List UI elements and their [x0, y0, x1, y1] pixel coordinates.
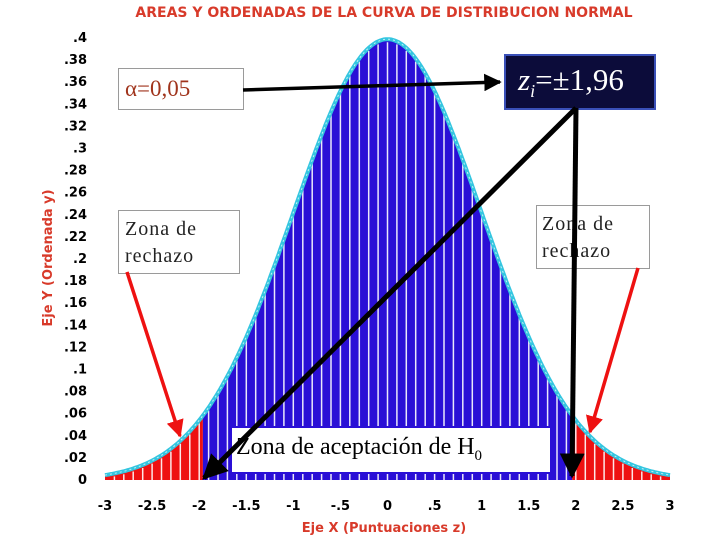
y-tick-label: 0 — [78, 473, 87, 488]
left-rejection-area — [105, 415, 203, 480]
x-tick-label: -2.5 — [138, 499, 166, 514]
y-tick-label: .32 — [64, 119, 87, 134]
y-tick-label: .26 — [64, 186, 87, 201]
y-tick-label: .04 — [64, 429, 87, 444]
right-rejection-area — [572, 415, 670, 480]
alpha-label: α=0,05 — [125, 76, 191, 101]
y-tick-label: .28 — [64, 164, 87, 179]
chart-title: AREAS Y ORDENADAS DE LA CURVA DE DISTRIB… — [135, 5, 632, 21]
right-rejection-line1: Zona de — [542, 213, 614, 235]
y-tick-label: .06 — [64, 407, 87, 422]
y-tick-label: .02 — [64, 451, 87, 466]
x-tick-label: 2.5 — [611, 499, 634, 514]
right-rejection-line2: rechazo — [542, 240, 612, 262]
critical-value-box: zi=±1,96 — [504, 54, 656, 110]
left-rejection-line2: rechazo — [125, 245, 195, 267]
y-tick-label: .22 — [64, 230, 87, 245]
y-tick-label: .38 — [64, 53, 87, 68]
z-symbol: z — [518, 62, 531, 97]
x-tick-label: -2 — [192, 499, 206, 514]
y-tick-label: .08 — [64, 385, 87, 400]
y-tick-label: .2 — [73, 252, 87, 267]
y-tick-label: .14 — [64, 318, 87, 333]
y-axis-label: Eje Y (Ordenada y) — [41, 189, 56, 326]
y-tick-label: .36 — [64, 75, 87, 90]
y-tick-label: .34 — [64, 97, 87, 112]
y-tick-label: .12 — [64, 340, 87, 355]
x-tick-label: 1 — [477, 499, 486, 514]
alpha-label-box: α=0,05 — [118, 68, 244, 110]
acceptance-zone-label: Zona de aceptación de H0 — [236, 434, 482, 465]
x-tick-label: 0 — [383, 499, 392, 514]
left-rejection-line1: Zona de — [125, 218, 197, 240]
h0-subscript: 0 — [474, 447, 483, 464]
x-tick-label: -.5 — [331, 499, 350, 514]
x-axis-label: Eje X (Puntuaciones z) — [302, 521, 466, 536]
x-tick-label: 1.5 — [517, 499, 540, 514]
acceptance-zone-box: Zona de aceptación de H0 — [230, 426, 552, 474]
x-tick-label: .5 — [428, 499, 442, 514]
z-subscript: i — [530, 81, 536, 102]
critical-value-label: zi=±1,96 — [518, 62, 624, 102]
y-tick-label: .24 — [64, 208, 87, 223]
y-tick-label: .18 — [64, 274, 87, 289]
x-tick-label: -1.5 — [232, 499, 260, 514]
x-tick-label: -1 — [286, 499, 300, 514]
x-tick-label: 2 — [571, 499, 580, 514]
y-tick-label: .16 — [64, 296, 87, 311]
x-tick-label: 3 — [665, 499, 674, 514]
y-tick-label: .3 — [73, 142, 87, 157]
y-tick-label: .1 — [73, 363, 87, 378]
x-tick-label: -3 — [98, 499, 112, 514]
left-rejection-box: Zona de rechazo — [118, 210, 240, 274]
z-value: =±1,96 — [535, 62, 624, 97]
acceptance-zone-text: Zona de aceptación de H — [236, 434, 475, 460]
right-rejection-box: Zona de rechazo — [536, 205, 650, 269]
y-tick-label: .4 — [73, 31, 87, 46]
